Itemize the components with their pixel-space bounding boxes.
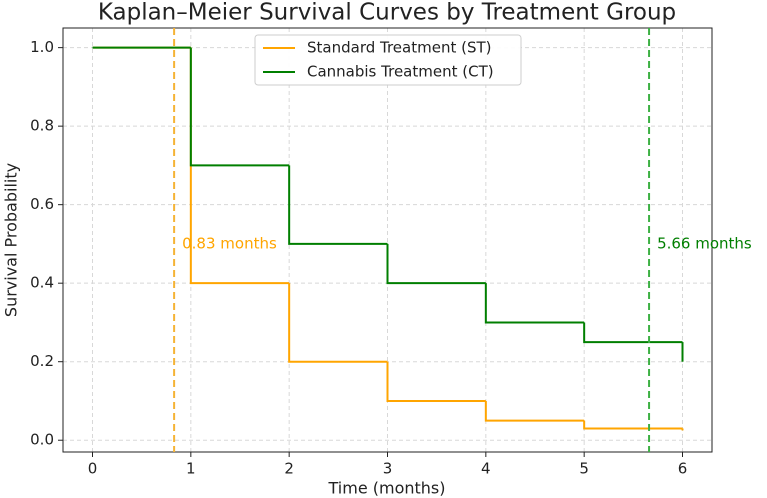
y-tick-label: 0.8 xyxy=(30,117,54,135)
x-tick-label: 2 xyxy=(284,460,294,478)
step-segment xyxy=(189,47,290,167)
step-segment xyxy=(288,283,388,363)
step-segment xyxy=(288,165,388,245)
step-segment xyxy=(386,361,486,402)
legend-label: Standard Treatment (ST) xyxy=(307,39,492,57)
step-segment xyxy=(583,420,683,430)
x-tick-label: 5 xyxy=(579,460,589,478)
x-tick-label: 1 xyxy=(186,460,196,478)
chart-title: Kaplan–Meier Survival Curves by Treatmen… xyxy=(98,0,676,26)
x-tick-label: 3 xyxy=(383,460,393,478)
y-tick-label: 0.0 xyxy=(30,431,54,449)
y-tick-label: 0.2 xyxy=(30,352,54,370)
step-segment xyxy=(386,243,486,285)
legend-label: Cannabis Treatment (CT) xyxy=(307,63,494,81)
x-tick-label: 0 xyxy=(88,460,98,478)
y-axis-label: Survival Probability xyxy=(2,163,21,317)
plot-frame xyxy=(62,27,713,453)
legend: Standard Treatment (ST) Cannabis Treatmen… xyxy=(254,34,522,86)
x-tick-label: 4 xyxy=(481,460,491,478)
annotation-label: 0.83 months xyxy=(182,235,277,253)
annotation-label: 5.66 months xyxy=(657,235,752,253)
x-axis-label: Time (months) xyxy=(328,479,446,498)
y-tick-label: 0.6 xyxy=(30,195,54,213)
step-segment xyxy=(583,322,683,344)
legend-box xyxy=(254,34,522,86)
y-tick-label: 0.4 xyxy=(30,274,54,292)
step-segment xyxy=(484,283,585,324)
y-tick-label: 1.0 xyxy=(30,38,54,56)
x-tick-label: 6 xyxy=(678,460,688,478)
step-segment xyxy=(484,400,585,422)
